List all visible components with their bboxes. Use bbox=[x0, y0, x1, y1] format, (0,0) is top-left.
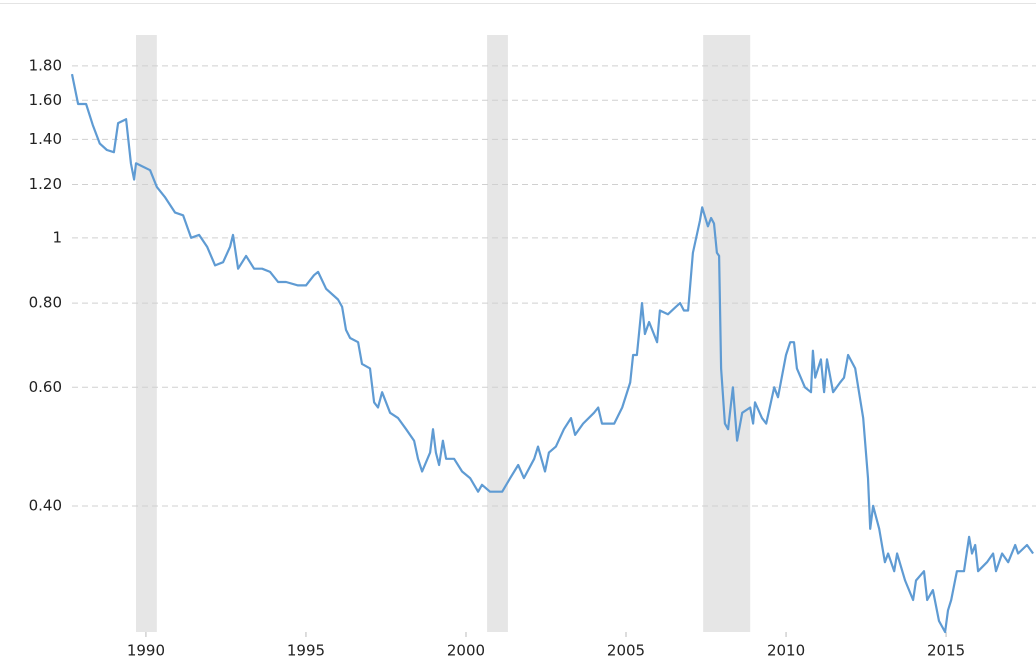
recession-band bbox=[136, 35, 157, 632]
x-tick-label: 1995 bbox=[287, 642, 325, 660]
y-tick-label: 1.60 bbox=[29, 91, 62, 109]
y-tick-label: 1 bbox=[52, 228, 62, 246]
y-tick-label: 1.40 bbox=[29, 130, 62, 148]
y-tick-label: 1.80 bbox=[29, 56, 62, 74]
y-tick-label: 0.60 bbox=[29, 378, 62, 396]
x-tick-label: 2015 bbox=[927, 642, 965, 660]
x-tick-label: 2000 bbox=[447, 642, 485, 660]
y-tick-label: 0.80 bbox=[29, 294, 62, 312]
y-tick-label: 1.20 bbox=[29, 175, 62, 193]
x-tick-label: 2005 bbox=[607, 642, 645, 660]
x-tick-label: 1990 bbox=[127, 642, 165, 660]
y-tick-label: 0.40 bbox=[29, 496, 62, 514]
recession-band bbox=[703, 35, 751, 632]
x-tick-label: 2010 bbox=[767, 642, 805, 660]
price-line bbox=[70, 73, 1034, 634]
recession-band bbox=[487, 35, 508, 632]
